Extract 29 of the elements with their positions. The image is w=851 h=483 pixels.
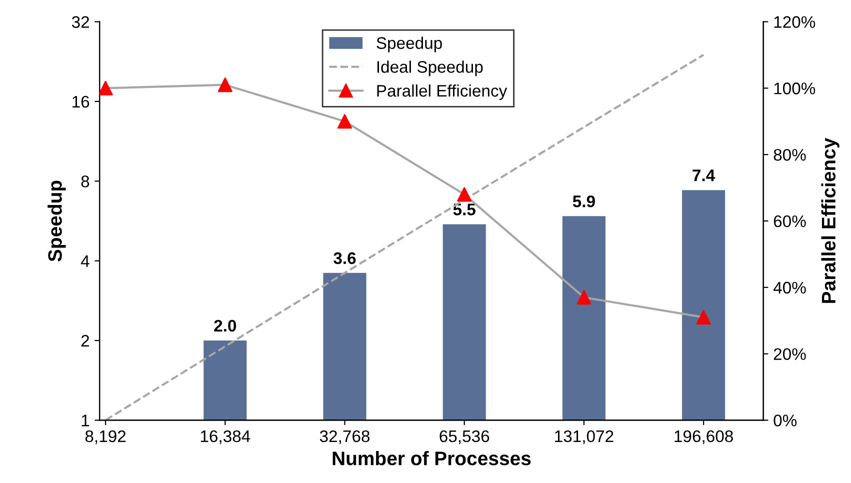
data-label: 3.6	[334, 252, 356, 264]
y-tick-label: 2	[81, 334, 90, 347]
y-tick-label: 1	[82, 414, 90, 426]
x-axis-title: Number of Processes	[332, 451, 531, 466]
y-tick-label: 16	[72, 96, 90, 108]
y-tick-label: 4	[80, 255, 90, 267]
x-tick-label: 65,536	[440, 430, 490, 444]
legend-label: Ideal Speedup	[377, 60, 483, 76]
y-tick-label: 8	[81, 176, 90, 188]
y2-axis-title: Parallel Efficiency	[821, 138, 840, 303]
y-axis-title: Speedup	[48, 180, 66, 262]
y2-tick-label: 0%	[774, 414, 797, 426]
x-tick-label: 131,072	[555, 430, 614, 444]
x-tick-label: 16,384	[200, 430, 250, 444]
y2-tick-label: 60%	[774, 215, 806, 228]
y2-tick-label: 40%	[773, 282, 806, 294]
data-label: 2.0	[214, 320, 236, 332]
data-label: 5.9	[572, 195, 595, 208]
x-tick-label: 196,608	[674, 430, 733, 444]
x-tick-label: 8,192	[85, 430, 126, 444]
x-tick-label: 32,768	[320, 430, 370, 444]
y2-tick-label: 100%	[774, 82, 816, 94]
legend-label: Speedup	[376, 36, 442, 52]
y2-tick-label: 20%	[774, 348, 806, 360]
y2-tick-label: 80%	[774, 148, 806, 161]
legend-label: Parallel Efficiency	[377, 84, 508, 100]
y2-tick-label: 120%	[774, 16, 816, 28]
y-tick-label: 32	[72, 16, 90, 28]
data-label: 7.4	[692, 170, 716, 182]
